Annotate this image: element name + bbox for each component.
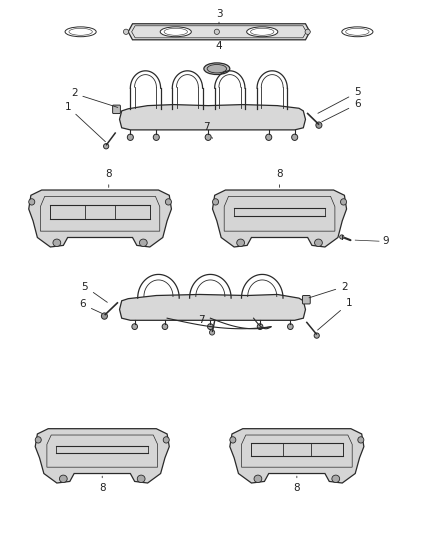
Ellipse shape	[124, 29, 129, 35]
Text: 8: 8	[293, 476, 300, 493]
Ellipse shape	[247, 27, 278, 37]
FancyBboxPatch shape	[303, 295, 310, 304]
Ellipse shape	[342, 27, 373, 37]
Text: 1: 1	[64, 102, 106, 142]
Text: 6: 6	[79, 300, 102, 313]
Polygon shape	[128, 24, 310, 40]
Text: 1: 1	[318, 298, 352, 330]
Ellipse shape	[166, 199, 171, 205]
Ellipse shape	[127, 134, 134, 140]
Polygon shape	[47, 435, 158, 467]
Polygon shape	[35, 429, 169, 483]
Ellipse shape	[214, 29, 219, 35]
Ellipse shape	[254, 475, 262, 482]
Ellipse shape	[257, 324, 263, 329]
Text: 7: 7	[198, 316, 210, 330]
Ellipse shape	[163, 437, 169, 443]
Ellipse shape	[101, 313, 107, 319]
Text: 5: 5	[318, 87, 361, 114]
Ellipse shape	[207, 64, 226, 73]
Text: 4: 4	[215, 41, 223, 51]
Polygon shape	[40, 196, 160, 231]
Polygon shape	[230, 429, 364, 483]
Ellipse shape	[60, 475, 67, 482]
Text: 6: 6	[322, 99, 361, 122]
Ellipse shape	[164, 28, 187, 35]
Text: 2: 2	[71, 88, 118, 108]
Ellipse shape	[153, 134, 159, 140]
Ellipse shape	[340, 199, 346, 205]
Ellipse shape	[287, 324, 293, 329]
Ellipse shape	[103, 143, 109, 149]
Ellipse shape	[316, 122, 322, 128]
Ellipse shape	[137, 475, 145, 482]
Polygon shape	[29, 190, 171, 247]
Polygon shape	[224, 196, 335, 231]
Ellipse shape	[230, 437, 236, 443]
Polygon shape	[212, 190, 346, 247]
Ellipse shape	[212, 199, 219, 205]
Text: 8: 8	[99, 476, 106, 493]
Ellipse shape	[35, 437, 41, 443]
Text: 2: 2	[309, 281, 348, 298]
Ellipse shape	[339, 235, 344, 239]
Ellipse shape	[314, 239, 322, 246]
FancyBboxPatch shape	[113, 105, 120, 114]
Polygon shape	[120, 104, 305, 130]
Ellipse shape	[160, 27, 191, 37]
Ellipse shape	[332, 475, 339, 482]
Ellipse shape	[139, 239, 147, 246]
Ellipse shape	[53, 239, 61, 246]
Ellipse shape	[205, 134, 211, 140]
Text: 3: 3	[215, 10, 223, 24]
Text: 9: 9	[382, 236, 389, 246]
Ellipse shape	[29, 199, 35, 205]
Polygon shape	[132, 26, 306, 38]
Ellipse shape	[65, 27, 96, 37]
Polygon shape	[120, 294, 305, 320]
Ellipse shape	[358, 437, 364, 443]
Ellipse shape	[266, 134, 272, 140]
Ellipse shape	[209, 330, 215, 335]
Ellipse shape	[314, 333, 319, 338]
Ellipse shape	[204, 63, 230, 75]
Ellipse shape	[292, 134, 298, 140]
Ellipse shape	[208, 324, 213, 329]
Ellipse shape	[69, 28, 92, 35]
Text: 7: 7	[203, 122, 212, 139]
Ellipse shape	[305, 29, 310, 35]
Ellipse shape	[346, 28, 369, 35]
Text: 8: 8	[106, 169, 112, 188]
Polygon shape	[241, 435, 352, 467]
Text: 8: 8	[276, 169, 283, 188]
Ellipse shape	[132, 324, 138, 329]
Ellipse shape	[162, 324, 168, 329]
Ellipse shape	[251, 28, 274, 35]
Text: 5: 5	[81, 281, 107, 302]
Ellipse shape	[237, 239, 244, 246]
